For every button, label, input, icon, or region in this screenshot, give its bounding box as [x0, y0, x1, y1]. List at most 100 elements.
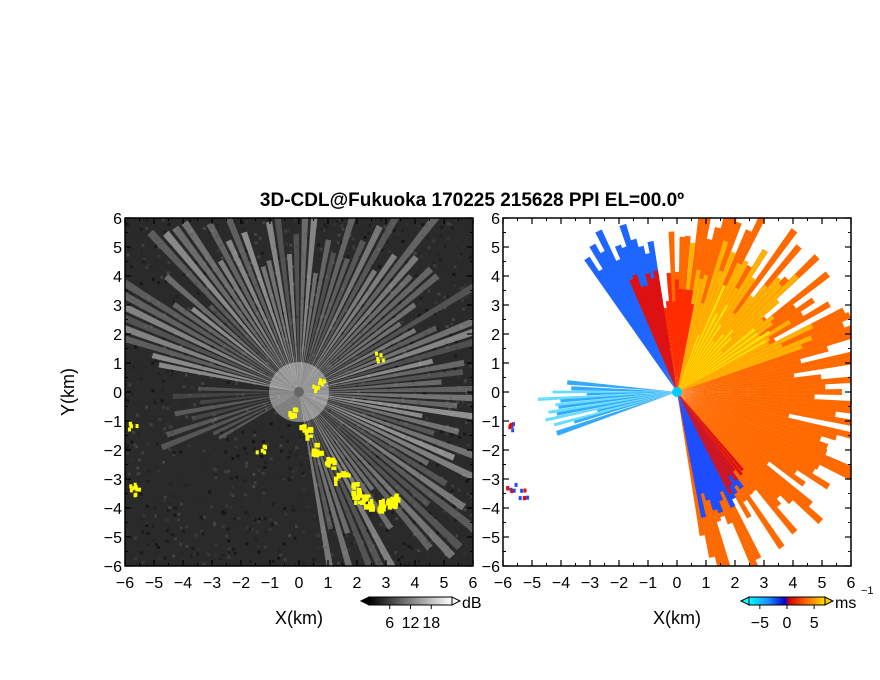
- noise-pixel: [239, 310, 243, 314]
- velocity-beam: [629, 278, 677, 392]
- noise-pixel: [229, 296, 233, 300]
- noise-pixel: [302, 530, 306, 534]
- noise-pixel: [288, 472, 292, 476]
- echo-beam: [299, 392, 423, 419]
- velocity-beam: [677, 392, 824, 525]
- x-tick-label: −5: [523, 575, 541, 592]
- noise-pixel: [202, 562, 206, 566]
- noise-pixel: [224, 470, 228, 474]
- velocity-beam: [677, 392, 836, 418]
- noise-pixel: [396, 327, 400, 331]
- noise-pixel: [216, 249, 220, 253]
- flagged-pixel: [381, 358, 385, 363]
- noise-pixel: [255, 530, 259, 534]
- noise-pixel: [214, 543, 218, 547]
- flagged-pixel: [390, 496, 395, 503]
- velocity-beam: [677, 290, 694, 392]
- noise-pixel: [455, 534, 459, 538]
- noise-pixel: [368, 223, 372, 227]
- noise-pixel: [287, 423, 291, 427]
- noise-pixel: [173, 468, 177, 472]
- x-tick-label: 5: [818, 575, 827, 592]
- velocity-beam: [677, 289, 687, 392]
- colorbar-gradient: [368, 596, 453, 606]
- noise-pixel: [131, 424, 135, 428]
- velocity-beam: [677, 392, 820, 470]
- noise-pixel: [427, 357, 431, 361]
- noise-pixel: [420, 255, 424, 259]
- noise-pixel: [347, 548, 351, 552]
- noise-pixel: [382, 347, 386, 351]
- noise-pixel: [174, 416, 178, 420]
- noise-pixel: [185, 415, 189, 419]
- noise-pixel: [253, 433, 257, 437]
- velocity-pixel: [506, 486, 510, 491]
- noise-pixel: [167, 546, 171, 550]
- noise-pixel: [173, 506, 177, 510]
- noise-pixel: [435, 516, 439, 520]
- flagged-pixel: [352, 496, 357, 500]
- flagged-pixel: [135, 424, 139, 429]
- noise-pixel: [385, 347, 389, 351]
- flagged-pixel: [127, 427, 131, 432]
- noise-pixel: [156, 514, 160, 518]
- y-tick-label: 4: [491, 269, 500, 286]
- noise-pixel: [368, 321, 372, 325]
- y-tick-label: −3: [104, 472, 122, 489]
- noise-pixel: [282, 542, 286, 546]
- noise-pixel: [139, 492, 143, 496]
- noise-pixel: [291, 470, 295, 474]
- velocity-beam: [677, 392, 724, 502]
- noise-pixel: [141, 407, 145, 411]
- noise-pixel: [234, 445, 238, 449]
- velocity-beam: [677, 274, 708, 392]
- noise-pixel: [156, 545, 160, 549]
- noise-pixel: [251, 527, 255, 531]
- noise-pixel: [385, 240, 389, 244]
- velocity-beam: [677, 302, 704, 392]
- velocity-beam: [674, 279, 680, 392]
- noise-pixel: [175, 369, 179, 373]
- flagged-pixel: [337, 474, 341, 479]
- noise-pixel: [134, 345, 138, 349]
- noise-pixel: [165, 402, 169, 406]
- noise-pixel: [411, 373, 415, 377]
- noise-pixel: [126, 397, 130, 401]
- colorbar-low-arrow: [739, 596, 750, 606]
- noise-pixel: [145, 405, 149, 409]
- echo-beam: [299, 254, 419, 392]
- noise-pixel: [191, 386, 195, 390]
- velocity-beam: [677, 238, 713, 392]
- noise-pixel: [319, 247, 323, 251]
- noise-pixel: [252, 447, 256, 451]
- echo-beam: [172, 225, 299, 392]
- echo-beam: [225, 239, 299, 392]
- velocity-beam: [677, 392, 851, 481]
- noise-pixel: [132, 431, 136, 435]
- noise-pixel: [307, 297, 311, 301]
- echo-beam: [125, 291, 299, 392]
- echo-beam: [162, 230, 299, 392]
- flagged-pixel: [369, 501, 374, 505]
- noise-pixel: [155, 315, 159, 319]
- noise-pixel: [243, 447, 247, 451]
- flagged-pixel: [324, 461, 331, 466]
- noise-pixel: [383, 225, 387, 229]
- velocity-beam: [677, 218, 711, 392]
- noise-pixel: [256, 295, 260, 299]
- noise-pixel: [163, 556, 167, 560]
- y-tick-label: 6: [491, 211, 500, 228]
- noise-pixel: [285, 439, 289, 443]
- noise-pixel: [448, 424, 452, 428]
- flagged-pixel: [392, 498, 398, 502]
- noise-pixel: [303, 296, 307, 300]
- velocity-beam: [677, 392, 851, 426]
- echo-beam: [266, 260, 299, 392]
- echo-beam: [225, 218, 299, 392]
- noise-pixel: [401, 240, 405, 244]
- noise-pixel: [162, 460, 166, 464]
- noise-pixel: [139, 282, 143, 286]
- x-tick-label: 4: [411, 575, 420, 592]
- noise-pixel: [142, 514, 146, 518]
